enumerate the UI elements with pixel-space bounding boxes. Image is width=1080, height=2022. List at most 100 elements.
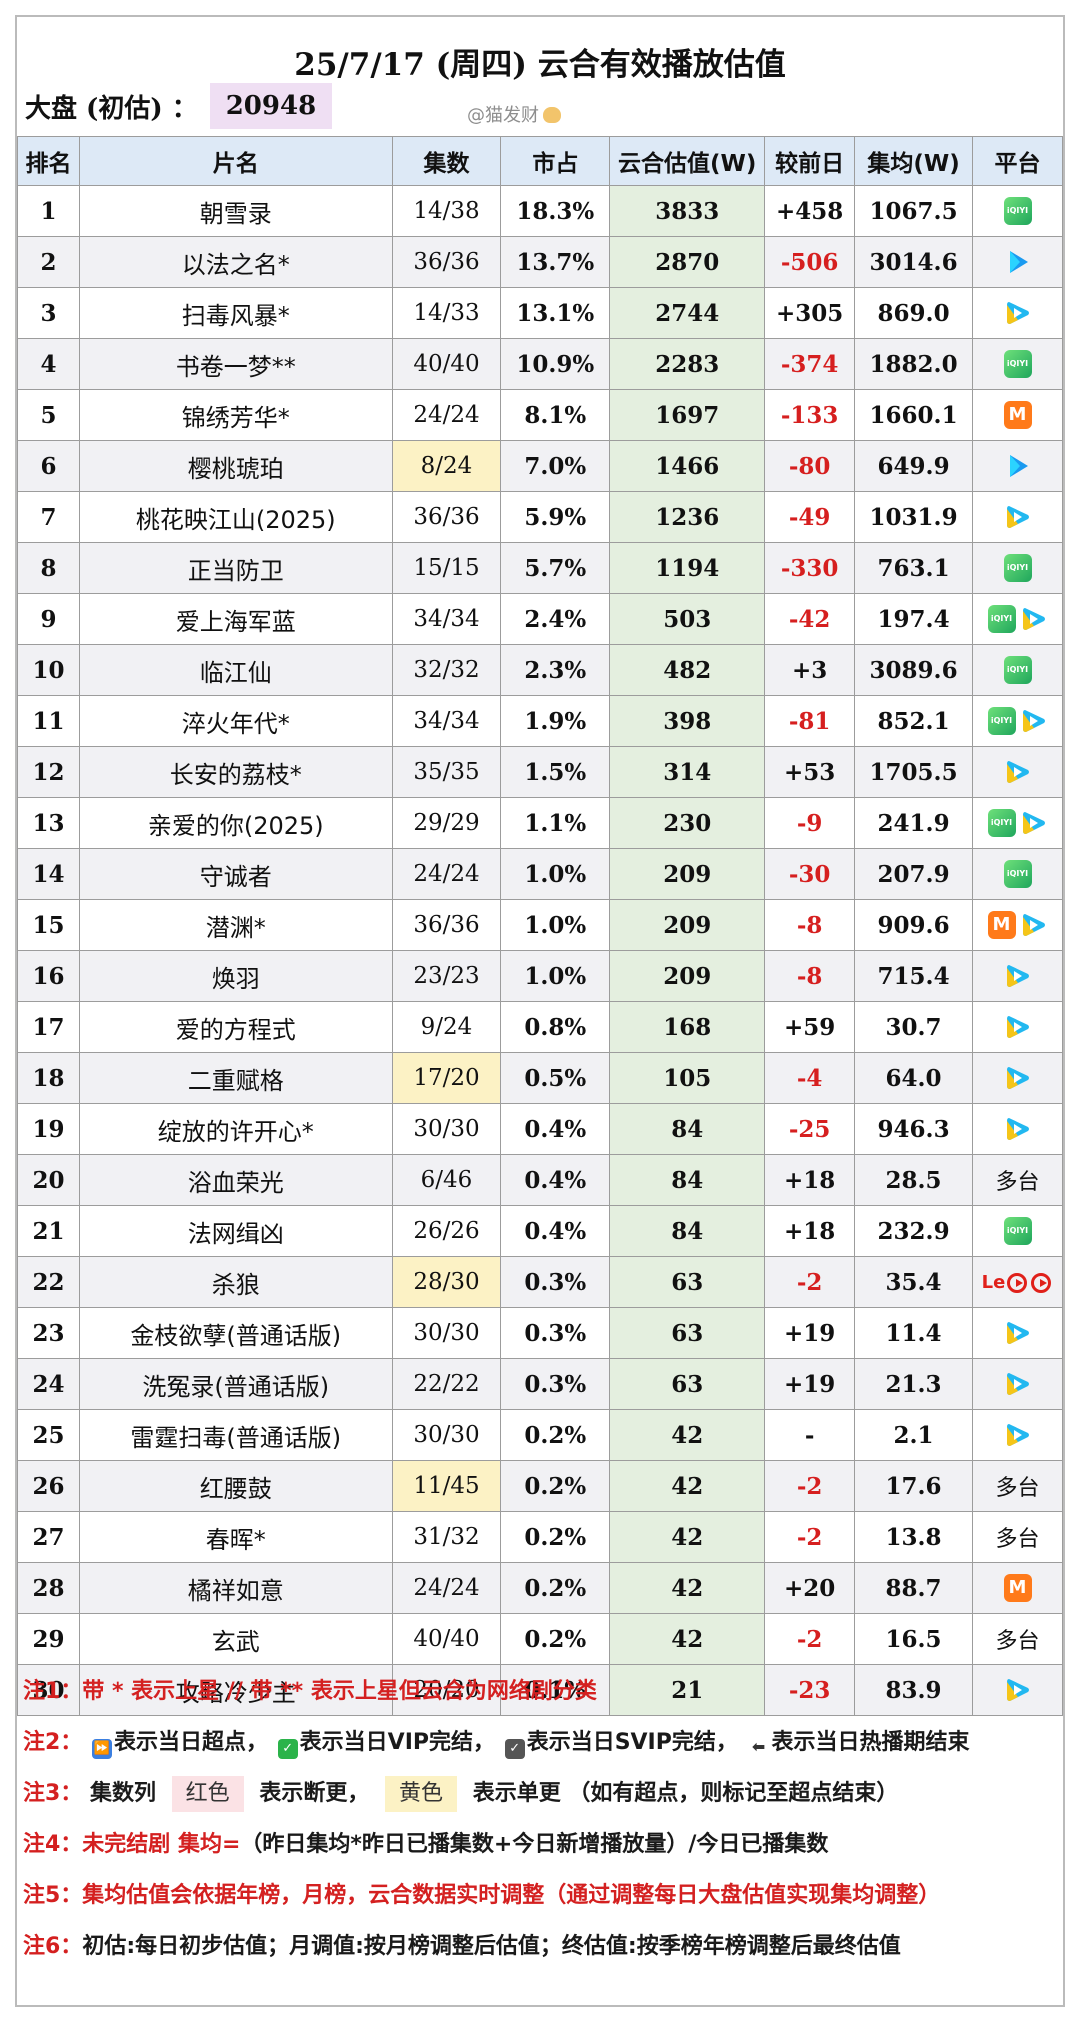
table-row: 30 攻略冷少主 20/20 0.1% 21 -23 83.9: [17, 1664, 1063, 1716]
estimate-cell: 1194: [609, 542, 766, 594]
tencent-video-icon: [1022, 812, 1045, 834]
estimate-cell: 209: [609, 899, 766, 951]
change-cell: -80: [764, 440, 856, 492]
episodes-cell: 22/22: [391, 1358, 502, 1410]
platform-cell: [972, 1001, 1063, 1053]
estimate-cell: 42: [609, 1511, 766, 1563]
avg-cell: 21.3: [854, 1358, 974, 1410]
change-cell: -8: [764, 899, 856, 951]
episodes-cell: 34/34: [391, 695, 502, 747]
avg-cell: 1705.5: [854, 746, 974, 798]
rank-cell: 13: [17, 797, 80, 849]
platform-cell: M: [972, 1562, 1063, 1614]
market-summary-value: 20948: [209, 83, 333, 129]
col-header-avg: 集均(W): [854, 136, 974, 186]
title-cell: 潜渊*: [78, 899, 393, 951]
tencent-video-icon: [1006, 1373, 1029, 1395]
ranking-sheet: 25/7/17 (周四) 云合有效播放估值 大盘 (初估) ： 20948 @猫…: [15, 15, 1065, 2007]
tencent-video-icon: [1006, 1067, 1029, 1089]
share-cell: 1.5%: [500, 746, 611, 798]
share-cell: 5.9%: [500, 491, 611, 543]
episodes-cell: 15/15: [391, 542, 502, 594]
change-cell: +18: [764, 1154, 856, 1206]
note-2-d: 表示当日热播期结束: [771, 1730, 970, 1755]
share-cell: 0.3%: [500, 1256, 611, 1308]
iqiyi-icon: iQIYI: [1003, 554, 1032, 582]
avg-cell: 946.3: [854, 1103, 974, 1155]
avg-cell: 3014.6: [854, 236, 974, 288]
title-cell: 书卷一梦**: [78, 338, 393, 390]
table-row: 28 橘祥如意 24/24 0.2% 42 +20 88.7 M: [17, 1562, 1063, 1614]
col-header-episodes: 集数: [391, 136, 502, 186]
note-3-col: 集数列: [89, 1781, 156, 1806]
share-cell: 18.3%: [500, 185, 611, 237]
rank-cell: 9: [17, 593, 80, 645]
platform-cell: [972, 1664, 1063, 1716]
table-row: 11 淬火年代* 34/34 1.9% 398 -81 852.1 iQIYI: [17, 695, 1063, 747]
title-cell: 金枝欲孽(普通话版): [78, 1307, 393, 1359]
platform-text: 多台: [995, 1629, 1040, 1654]
avg-cell: 35.4: [854, 1256, 974, 1308]
platform-cell: 多台: [972, 1460, 1063, 1512]
title-cell: 攻略冷少主: [78, 1664, 393, 1716]
table-row: 29 玄武 40/40 0.2% 42 -2 16.5 多台: [17, 1613, 1063, 1665]
platform-cell: [972, 236, 1063, 288]
note-2-prefix: 注2：: [23, 1730, 83, 1755]
title-cell: 爱的方程式: [78, 1001, 393, 1053]
change-cell: -: [764, 1409, 856, 1461]
platform-cell: [972, 950, 1063, 1002]
platform-cell: [972, 1052, 1063, 1104]
iqiyi-icon: iQIYI: [1003, 197, 1032, 225]
change-cell: +3: [764, 644, 856, 696]
rank-cell: 1: [17, 185, 80, 237]
col-header-share: 市占: [500, 136, 611, 186]
episodes-cell: 26/26: [391, 1205, 502, 1257]
table-row: 1 朝雪录 14/38 18.3% 3833 +458 1067.5 iQIYI: [17, 185, 1063, 237]
estimate-cell: 63: [609, 1307, 766, 1359]
share-cell: 0.3%: [500, 1307, 611, 1359]
platform-cell: iQIYI: [972, 644, 1063, 696]
episodes-cell: 30/30: [391, 1307, 502, 1359]
rank-cell: 14: [17, 848, 80, 900]
rank-cell: 8: [17, 542, 80, 594]
episodes-cell: 20/20: [391, 1664, 502, 1716]
avg-cell: 64.0: [854, 1052, 974, 1104]
estimate-cell: 314: [609, 746, 766, 798]
platform-cell: iQIYI: [972, 848, 1063, 900]
title-cell: 法网缉凶: [78, 1205, 393, 1257]
rank-cell: 5: [17, 389, 80, 441]
estimate-cell: 1236: [609, 491, 766, 543]
rank-cell: 16: [17, 950, 80, 1002]
platform-cell: iQIYI: [972, 338, 1063, 390]
rank-cell: 30: [17, 1664, 80, 1716]
note-3-tail: 表示单更 （如有超点，则标记至超点结束）: [472, 1781, 899, 1806]
yellow-swatch: 黄色: [385, 1776, 458, 1812]
iqiyi-icon: iQIYI: [1003, 350, 1032, 378]
avg-cell: 13.8: [854, 1511, 974, 1563]
episodes-cell: 9/24: [391, 1001, 502, 1053]
estimate-cell: 42: [609, 1613, 766, 1665]
avg-cell: 763.1: [854, 542, 974, 594]
estimate-cell: 42: [609, 1409, 766, 1461]
table-row: 10 临江仙 32/32 2.3% 482 +3 3089.6 iQIYI: [17, 644, 1063, 696]
title-cell: 正当防卫: [78, 542, 393, 594]
estimate-cell: 230: [609, 797, 766, 849]
market-summary: 大盘 (初估) ： 20948: [19, 83, 333, 129]
avg-cell: 83.9: [854, 1664, 974, 1716]
change-cell: +18: [764, 1205, 856, 1257]
platform-cell: 多台: [972, 1154, 1063, 1206]
table-row: 23 金枝欲孽(普通话版) 30/30 0.3% 63 +19 11.4: [17, 1307, 1063, 1359]
letv-icon: Le: [982, 1270, 1054, 1295]
mgtv-icon: M: [1003, 1574, 1032, 1602]
iqiyi-icon: iQIYI: [987, 809, 1016, 837]
end-arrow-icon: ⬅: [751, 1737, 766, 1756]
table-row: 2 以法之名* 36/36 13.7% 2870 -506 3014.6: [17, 236, 1063, 288]
share-cell: 10.9%: [500, 338, 611, 390]
change-cell: -2: [764, 1256, 856, 1308]
table-row: 16 焕羽 23/23 1.0% 209 -8 715.4: [17, 950, 1063, 1002]
table-row: 24 洗冤录(普通话版) 22/22 0.3% 63 +19 21.3: [17, 1358, 1063, 1410]
episodes-cell: 34/34: [391, 593, 502, 645]
title-cell: 以法之名*: [78, 236, 393, 288]
episodes-cell: 36/36: [391, 236, 502, 288]
avg-cell: 1660.1: [854, 389, 974, 441]
